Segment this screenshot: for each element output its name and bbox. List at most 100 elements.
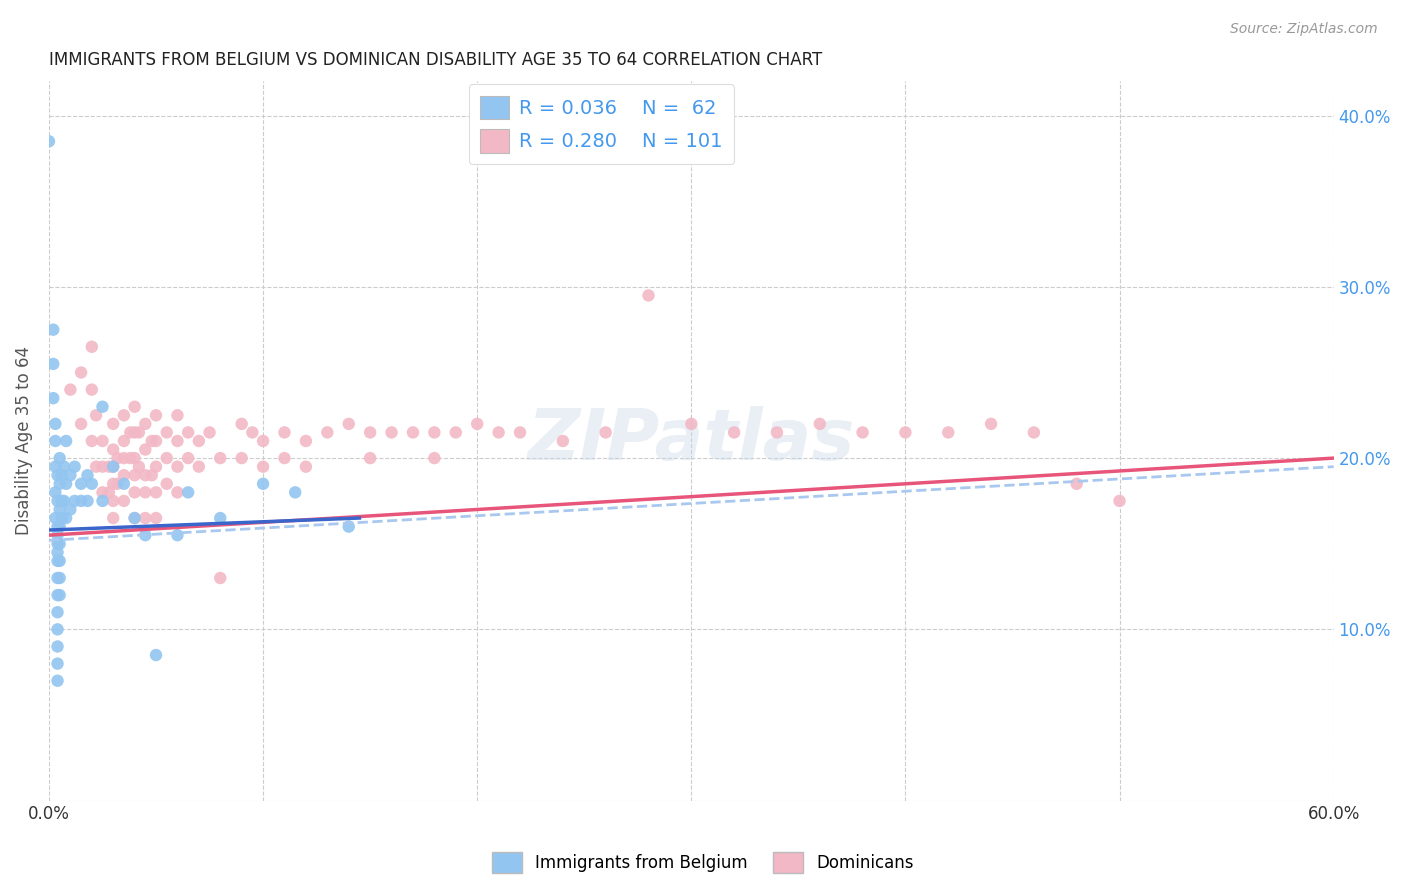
Point — [103, 459, 125, 474]
Y-axis label: Disability Age 35 to 64: Disability Age 35 to 64 — [15, 346, 32, 535]
Point — [134, 468, 156, 483]
Point — [284, 485, 307, 500]
Point — [70, 494, 93, 508]
Point — [48, 502, 70, 516]
Point — [316, 425, 339, 440]
Point — [359, 451, 381, 466]
Point — [44, 485, 66, 500]
Point — [48, 571, 70, 585]
Point — [808, 417, 831, 431]
Point — [112, 468, 135, 483]
Point — [444, 425, 467, 440]
Point — [91, 434, 114, 448]
Point — [48, 476, 70, 491]
Point — [637, 288, 659, 302]
Point — [723, 425, 745, 440]
Point — [42, 391, 65, 405]
Point — [76, 494, 98, 508]
Point — [91, 400, 114, 414]
Point — [359, 425, 381, 440]
Point — [209, 571, 232, 585]
Point — [46, 528, 69, 542]
Point — [337, 417, 360, 431]
Point — [103, 494, 125, 508]
Point — [46, 554, 69, 568]
Point — [91, 494, 114, 508]
Point — [141, 434, 163, 448]
Point — [551, 434, 574, 448]
Point — [509, 425, 531, 440]
Point — [59, 502, 82, 516]
Point — [209, 451, 232, 466]
Point — [936, 425, 959, 440]
Point — [46, 657, 69, 671]
Point — [51, 468, 73, 483]
Point — [112, 494, 135, 508]
Point — [252, 476, 274, 491]
Point — [145, 648, 167, 662]
Point — [295, 459, 318, 474]
Point — [59, 383, 82, 397]
Point — [124, 425, 146, 440]
Point — [97, 459, 120, 474]
Point — [70, 417, 93, 431]
Point — [46, 519, 69, 533]
Point — [141, 468, 163, 483]
Text: ZIPatlas: ZIPatlas — [527, 407, 855, 475]
Point — [107, 451, 129, 466]
Point — [1022, 425, 1045, 440]
Point — [231, 417, 253, 431]
Point — [80, 476, 103, 491]
Point — [84, 409, 107, 423]
Point — [134, 442, 156, 457]
Point — [488, 425, 510, 440]
Point — [76, 468, 98, 483]
Point — [51, 511, 73, 525]
Point — [97, 485, 120, 500]
Point — [48, 554, 70, 568]
Point — [156, 425, 179, 440]
Point — [156, 476, 179, 491]
Point — [124, 451, 146, 466]
Point — [766, 425, 789, 440]
Point — [59, 468, 82, 483]
Point — [273, 451, 295, 466]
Point — [91, 485, 114, 500]
Point — [80, 434, 103, 448]
Point — [465, 417, 488, 431]
Point — [177, 425, 200, 440]
Point — [134, 485, 156, 500]
Point — [48, 451, 70, 466]
Point — [52, 459, 75, 474]
Point — [46, 588, 69, 602]
Point — [423, 425, 446, 440]
Point — [177, 451, 200, 466]
Point — [46, 468, 69, 483]
Legend: R = 0.036    N =  62, R = 0.280    N = 101: R = 0.036 N = 62, R = 0.280 N = 101 — [468, 84, 734, 164]
Point — [55, 434, 77, 448]
Point — [187, 434, 209, 448]
Point — [145, 459, 167, 474]
Point — [42, 357, 65, 371]
Point — [120, 451, 142, 466]
Point — [166, 409, 188, 423]
Point — [46, 640, 69, 654]
Point — [402, 425, 425, 440]
Point — [166, 485, 188, 500]
Point — [380, 425, 402, 440]
Point — [70, 476, 93, 491]
Point — [103, 442, 125, 457]
Point — [63, 459, 86, 474]
Point — [55, 511, 77, 525]
Point — [46, 673, 69, 688]
Point — [1066, 476, 1088, 491]
Point — [124, 511, 146, 525]
Point — [107, 476, 129, 491]
Point — [134, 528, 156, 542]
Point — [44, 417, 66, 431]
Point — [273, 425, 295, 440]
Point — [124, 468, 146, 483]
Point — [112, 476, 135, 491]
Point — [252, 459, 274, 474]
Point — [166, 459, 188, 474]
